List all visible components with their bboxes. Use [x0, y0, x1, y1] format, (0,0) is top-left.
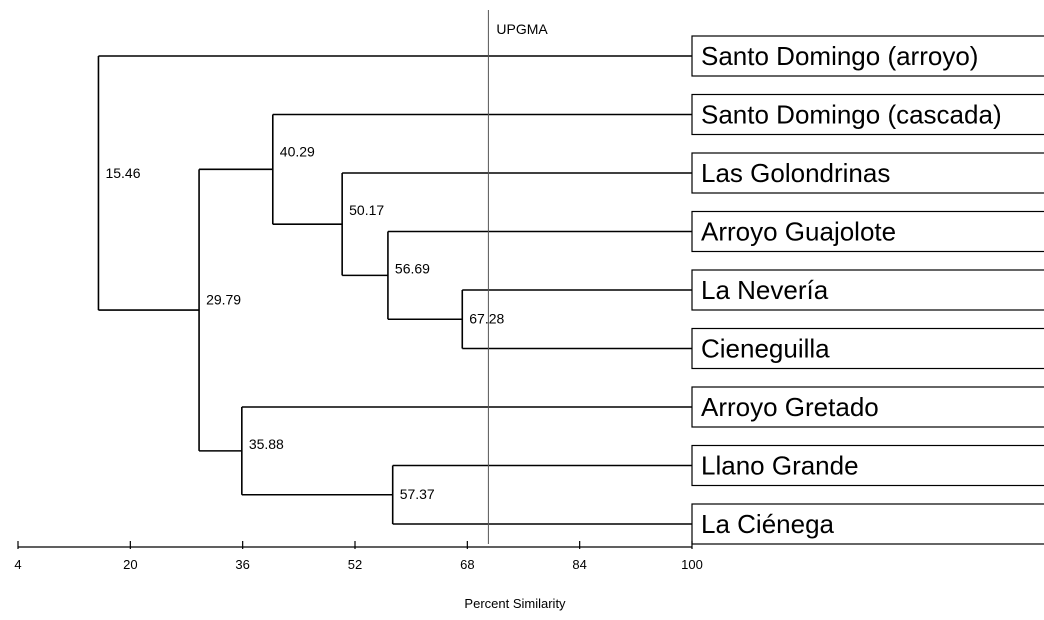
node-similarity-label: 15.46: [105, 165, 140, 181]
x-tick-label: 100: [681, 557, 703, 572]
leaf-box: [691, 327, 1044, 370]
leaf-box: [691, 269, 1044, 311]
node-similarity-label: 50.17: [349, 202, 384, 218]
node-similarity-label: 40.29: [280, 144, 315, 160]
leaf-label: Llano Grande: [701, 451, 859, 481]
node-similarity-label: 35.88: [249, 436, 284, 452]
leaf-box: [691, 93, 1044, 136]
node-similarity-label: 67.28: [469, 310, 504, 326]
leaf-label: Santo Domingo (arroyo): [701, 41, 978, 71]
leaf-box: [691, 152, 1044, 194]
leaf-label: Arroyo Gretado: [701, 392, 879, 422]
x-tick-label: 52: [348, 557, 362, 572]
leaf-label: La Ciénega: [701, 509, 835, 539]
leaf-box: [691, 503, 1044, 545]
leaf-box: [691, 35, 1044, 77]
leaf-box: [691, 210, 1044, 253]
dendrogram-branches: 67.28 57.37 56.69 50.17 40.29 35.88 29.79 15.46: [97, 55, 692, 525]
leaf-box: [691, 444, 1044, 487]
node-similarity-label: 56.69: [395, 261, 430, 277]
x-axis: 4 20 36 52 68 84 100: [14, 541, 703, 572]
node-similarity-label: 29.79: [206, 291, 241, 307]
leaf-label: Santo Domingo (cascada): [701, 100, 1002, 130]
x-tick-label: 84: [572, 557, 586, 572]
leaf-label: Cieneguilla: [701, 334, 830, 364]
leaf-label-boxes: Santo Domingo (arroyo) Santo Domingo (cas…: [691, 35, 1044, 545]
x-tick-label: 68: [460, 557, 474, 572]
leaf-label: La Nevería: [701, 275, 829, 305]
x-axis-title: Percent Similarity: [464, 596, 566, 611]
leaf-label: Las Golondrinas: [701, 158, 890, 188]
method-label: UPGMA: [496, 21, 548, 37]
x-tick-label: 20: [123, 557, 137, 572]
leaf-box: [691, 386, 1044, 428]
x-tick-label: 36: [235, 557, 249, 572]
leaf-label: Arroyo Guajolote: [701, 217, 896, 247]
x-tick-label: 4: [14, 557, 21, 572]
node-similarity-label: 57.37: [400, 486, 435, 502]
